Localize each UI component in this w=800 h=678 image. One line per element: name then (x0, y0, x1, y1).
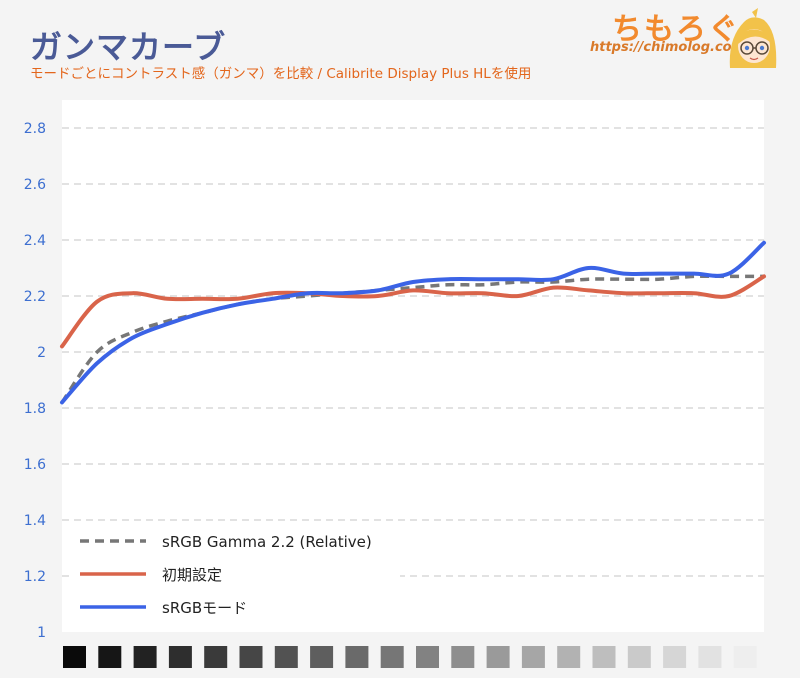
logo-text: ちもろぐ (612, 12, 740, 47)
series-lines (60, 240, 766, 405)
site-logo[interactable]: ちもろぐ https://chimolog.co/ (572, 4, 782, 74)
y-tick-label: 2.2 (24, 289, 46, 305)
grayscale-swatch (451, 646, 475, 668)
y-tick-label: 1.8 (24, 401, 46, 417)
y-tick-label: 2.6 (24, 177, 46, 193)
grayscale-swatch (521, 646, 545, 668)
grayscale-swatch (310, 646, 334, 668)
grayscale-swatch (486, 646, 510, 668)
mascot-icon (729, 8, 777, 68)
series-line-reference (60, 274, 764, 404)
legend-label-srgb: sRGBモード (162, 599, 247, 617)
grayscale-swatch (557, 646, 581, 668)
chart-title: ガンマカーブ (30, 28, 227, 66)
y-tick-label: 2.8 (24, 121, 46, 137)
grayscale-swatch (663, 646, 687, 668)
grayscale-swatch (239, 646, 263, 668)
legend-label-reference: sRGB Gamma 2.2 (Relative) (162, 533, 372, 551)
y-tick-label: 2.4 (24, 233, 46, 249)
grayscale-swatch (733, 646, 757, 668)
grayscale-swatch (168, 646, 192, 668)
grayscale-swatch (627, 646, 651, 668)
legend-label-default: 初期設定 (162, 566, 222, 584)
grayscale-swatch (592, 646, 616, 668)
y-axis-ticks: 1 1.2 1.4 1.6 1.8 2 2.2 2.4 2.6 2.8 (24, 121, 46, 641)
grayscale-swatch (63, 646, 86, 668)
y-tick-label: 1 (37, 625, 46, 641)
grayscale-swatch (274, 646, 298, 668)
grayscale-swatch (416, 646, 439, 668)
grayscale-swatch (380, 646, 404, 668)
legend: sRGB Gamma 2.2 (Relative) 初期設定 sRGBモード (70, 522, 400, 630)
grayscale-steps (63, 646, 757, 668)
y-tick-label: 1.2 (24, 569, 46, 585)
grayscale-swatch (98, 646, 122, 668)
series-line-srgb (60, 240, 766, 405)
grayscale-swatch (698, 646, 722, 668)
grayscale-swatch (204, 646, 228, 668)
y-tick-label: 1.4 (24, 513, 46, 529)
chart-subtitle: モードごとにコントラスト感（ガンマ）を比較 / Calibrite Displa… (30, 66, 532, 82)
y-tick-label: 1.6 (24, 457, 46, 473)
gridlines (62, 127, 764, 577)
y-tick-label: 2 (37, 345, 46, 361)
grayscale-swatch (345, 646, 369, 668)
grayscale-swatch (133, 646, 157, 668)
logo-url: https://chimolog.co/ (590, 40, 737, 55)
series-line-default (60, 274, 766, 349)
